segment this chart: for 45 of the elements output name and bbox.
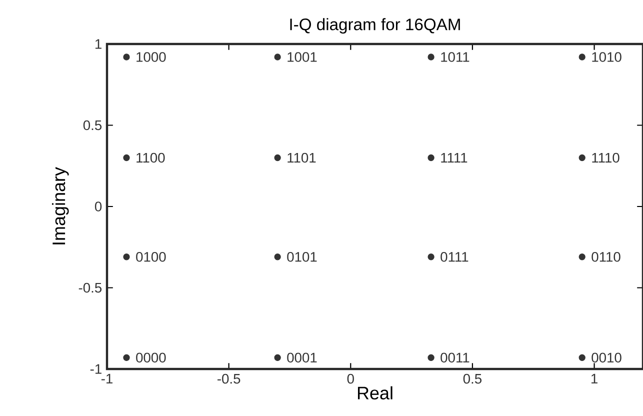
y-axis-title: Imaginary bbox=[52, 167, 69, 244]
point bbox=[274, 54, 281, 60]
point bbox=[428, 254, 434, 260]
point bbox=[428, 354, 434, 361]
x-tick-label: -0.5 bbox=[218, 374, 240, 384]
annotation: 1100 bbox=[136, 152, 165, 163]
y-tick-label: -1 bbox=[90, 364, 102, 374]
annotation: 0101 bbox=[287, 252, 317, 262]
point bbox=[578, 54, 586, 60]
point bbox=[428, 154, 434, 162]
annotation: 1011 bbox=[441, 52, 470, 62]
point bbox=[578, 354, 586, 361]
annotation: 0010 bbox=[592, 352, 622, 363]
annotation: 1111 bbox=[441, 152, 468, 163]
annotation: 1101 bbox=[288, 152, 316, 163]
x-tick-label: -1 bbox=[101, 374, 112, 384]
annotation: 1000 bbox=[136, 52, 166, 62]
x-axis-title: Real bbox=[358, 386, 392, 400]
x-tick-label: 0.5 bbox=[463, 374, 482, 384]
chart-title: I-Q diagram for 16QAM bbox=[290, 18, 460, 34]
point bbox=[123, 54, 130, 60]
point bbox=[274, 154, 281, 162]
y-tick-label: 0 bbox=[94, 202, 102, 212]
annotation: 0110 bbox=[592, 252, 620, 262]
y-tick-label: -0.5 bbox=[78, 282, 102, 293]
point bbox=[123, 254, 130, 260]
x-tick-label: 1 bbox=[591, 374, 598, 384]
y-tick-label: 1 bbox=[95, 39, 102, 49]
point bbox=[578, 254, 586, 260]
y-tick-label: 0.5 bbox=[83, 120, 102, 130]
point bbox=[123, 154, 130, 162]
point bbox=[274, 354, 281, 361]
annotation: 0001 bbox=[287, 352, 317, 363]
x-tick-label: 0 bbox=[347, 374, 354, 384]
annotation: 1110 bbox=[592, 152, 620, 163]
point bbox=[123, 354, 130, 361]
annotation: 1001 bbox=[288, 52, 317, 62]
annotation: 1010 bbox=[592, 52, 622, 62]
point bbox=[274, 254, 281, 260]
annotation: 0011 bbox=[440, 352, 470, 363]
point bbox=[428, 54, 434, 60]
annotation: 0111 bbox=[440, 252, 468, 262]
point bbox=[578, 154, 586, 162]
annotation: 0000 bbox=[136, 352, 166, 363]
annotation: 0100 bbox=[136, 252, 166, 262]
